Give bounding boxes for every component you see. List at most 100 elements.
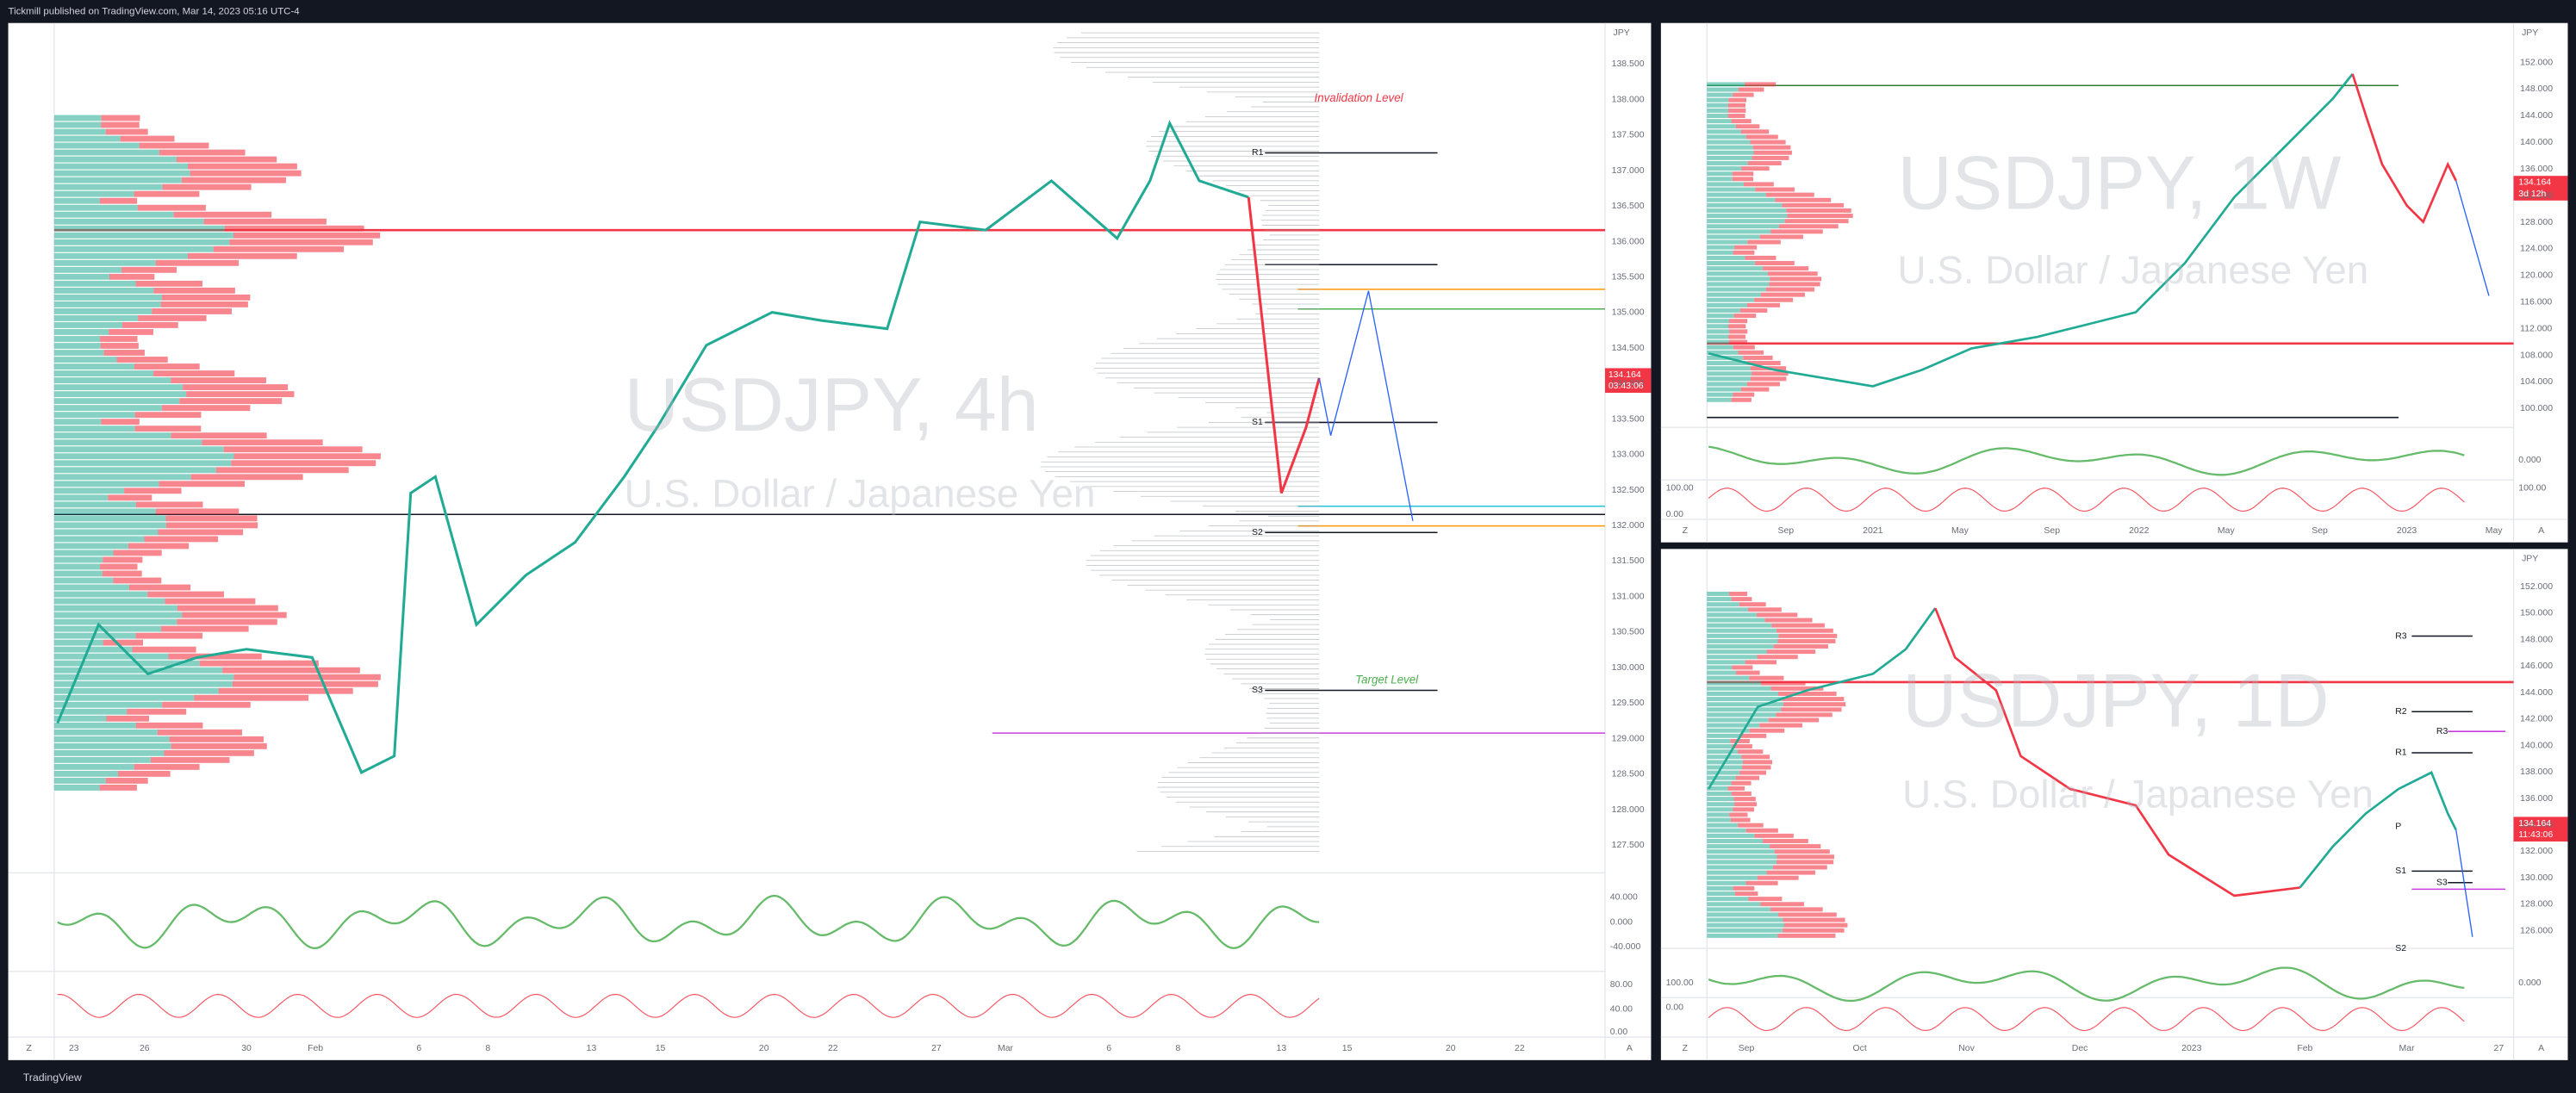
profile-bar: [53, 398, 180, 405]
profile-bar: [53, 729, 158, 736]
profile-bar: [223, 446, 363, 453]
profile-bar: [1760, 902, 1805, 907]
profile-bar: [1707, 692, 1778, 696]
profile-bar: [1707, 780, 1732, 786]
time-tick-label: 26: [140, 1044, 150, 1053]
profile-bar: [1734, 245, 1758, 250]
profile-bar: [1760, 292, 1805, 297]
profile-bar: [144, 536, 219, 543]
profile-bar: [1707, 875, 1758, 880]
profile-bar: [1738, 87, 1764, 92]
profile-bar: [53, 446, 224, 453]
scale-button[interactable]: A: [2538, 526, 2544, 536]
countdown: 03:43:06: [1608, 382, 1644, 391]
profile-bar: [116, 357, 168, 363]
profile-bar: [1707, 865, 1774, 870]
price-tick-label: 137.500: [1612, 131, 1645, 140]
profile-bar: [53, 556, 103, 563]
profile-bar: [1781, 707, 1842, 712]
profile-bar: [1730, 817, 1751, 823]
annotation: P: [2395, 823, 2401, 832]
panel-4h: [8, 22, 1652, 1060]
profile-bar: [121, 266, 177, 273]
profile-bar: [1731, 119, 1752, 124]
profile-bar: [53, 163, 188, 170]
profile-bar: [179, 398, 283, 405]
profile-bar: [1735, 124, 1760, 129]
time-tick-label: Sep: [1739, 1044, 1755, 1053]
profile-bar: [1707, 345, 1733, 350]
profile-bar: [1707, 812, 1730, 817]
profile-bar: [1707, 150, 1754, 155]
scale-button[interactable]: A: [2538, 1044, 2544, 1053]
profile-bar: [101, 121, 140, 128]
profile-bar: [1738, 823, 1764, 828]
price-tick-label: 128.000: [1612, 805, 1645, 815]
scale-button[interactable]: Z: [1683, 1044, 1689, 1053]
profile-bar: [1741, 166, 1770, 171]
scale-button[interactable]: Z: [1683, 526, 1689, 536]
price-tick-label: 128.500: [1612, 770, 1645, 779]
profile-bar: [53, 425, 135, 432]
profile-bar: [1727, 114, 1745, 119]
profile-bar: [1727, 102, 1745, 108]
price-tick-label: 135.500: [1612, 272, 1645, 282]
profile-bar: [1707, 665, 1733, 670]
profile-bar: [53, 322, 123, 328]
profile-bar: [1707, 728, 1750, 733]
footer-brand[interactable]: TradingView: [23, 1071, 82, 1084]
scale-button[interactable]: A: [1627, 1044, 1633, 1053]
profile-bar: [1707, 833, 1755, 838]
profile-bar: [1763, 266, 1809, 271]
price-tick-label: 132.500: [1612, 486, 1645, 495]
profile-bar: [53, 598, 165, 605]
profile-bar: [53, 266, 122, 273]
profile-bar: [1786, 208, 1851, 213]
profile-bar: [53, 197, 100, 204]
profile-bar: [1745, 880, 1778, 885]
profile-bar: [1707, 314, 1734, 319]
profile-bar: [147, 591, 224, 598]
profile-bar: [1747, 161, 1782, 165]
price-tick-label: 130.500: [1612, 628, 1645, 637]
profile-bar: [53, 363, 134, 370]
profile-bar: [1707, 792, 1732, 796]
profile-bar: [1773, 865, 1827, 870]
profile-bar: [1755, 187, 1795, 192]
profile-bar: [53, 405, 163, 412]
header-title: Tickmill published on TradingView.com, M…: [9, 6, 301, 16]
profile-bar: [1770, 229, 1823, 234]
profile-bar: [53, 280, 136, 287]
profile-bar: [233, 674, 381, 680]
profile-bar: [1778, 633, 1838, 638]
profile-bar: [53, 674, 234, 680]
profile-bar: [181, 177, 286, 183]
time-tick-label: Mar: [2399, 1044, 2416, 1053]
scale-button[interactable]: Z: [27, 1044, 33, 1053]
profile-bar: [1779, 224, 1839, 229]
profile-bar: [190, 474, 303, 481]
profile-bar: [1707, 197, 1776, 202]
profile-bar: [1784, 219, 1849, 224]
profile-bar: [53, 391, 187, 398]
profile-bar: [53, 522, 166, 529]
profile-bar: [1707, 623, 1772, 628]
profile-bar: [1707, 287, 1766, 292]
price-tick-label: 136.000: [1612, 237, 1645, 246]
profile-bar: [53, 190, 134, 197]
profile-bar: [1728, 108, 1746, 113]
axis-unit: JPY: [2522, 555, 2538, 564]
profile-bar: [1757, 612, 1798, 618]
profile-bar: [118, 770, 171, 777]
profile-bar: [1707, 119, 1732, 124]
profile-bar: [1766, 649, 1816, 655]
time-tick-label: 2023: [2181, 1044, 2201, 1053]
price-tick-label: 136.000: [2520, 794, 2553, 804]
profile-bar: [53, 343, 101, 349]
price-tick-label: 133.500: [1612, 414, 1645, 424]
price-tick-label: 132.000: [1612, 521, 1645, 531]
profile-bar: [1707, 902, 1761, 907]
profile-bar: [53, 687, 219, 694]
profile-bar: [53, 149, 159, 156]
profile-bar: [100, 563, 138, 570]
